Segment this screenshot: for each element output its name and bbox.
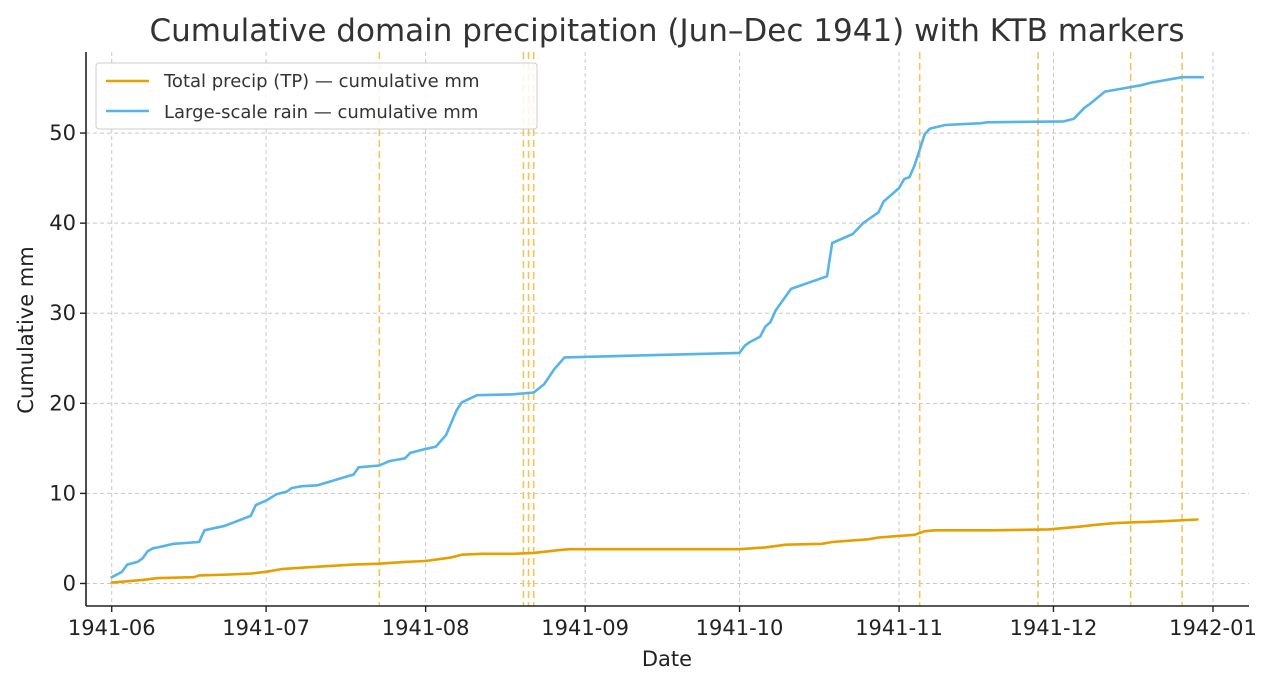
legend-box — [95, 62, 538, 130]
x-tick-label: 1941-09 — [541, 616, 629, 640]
ktb-markers — [378, 52, 1183, 606]
y-tick-label: 40 — [49, 211, 76, 235]
x-tick-label: 1941-06 — [68, 616, 156, 640]
x-tick-label: 1941-07 — [222, 616, 310, 640]
x-axis-label: Date — [642, 647, 692, 671]
series-line-large-scale-rain — [110, 75, 1204, 579]
grid-lines — [86, 52, 1249, 606]
series-line-tp — [110, 518, 1199, 584]
chart-title: Cumulative domain precipitation (Jun–Dec… — [150, 13, 1185, 49]
y-tick-label: 0 — [63, 571, 76, 595]
y-tick-label: 10 — [49, 481, 76, 505]
x-tick-label: 1941-10 — [696, 616, 784, 640]
x-tick-label: 1941-12 — [1010, 616, 1098, 640]
x-tick-label: 1942-01 — [1169, 616, 1257, 640]
y-tick-label: 30 — [49, 301, 76, 325]
series-lines — [110, 75, 1204, 584]
plot-area: 1941-06 1941-07 1941-08 1941-09 1941-10 1941-… — [49, 52, 1257, 640]
y-ticks: 0 10 20 30 40 50 — [49, 121, 86, 595]
x-ticks: 1941-06 1941-07 1941-08 1941-09 1941-10 1941-… — [68, 606, 1257, 640]
x-tick-label: 1941-11 — [855, 616, 943, 640]
axes — [85, 52, 1249, 607]
y-axis-label: Cumulative mm — [14, 246, 38, 413]
legend: Total precip (TP) — cumulative mm Large-… — [95, 62, 538, 130]
legend-label-large-scale-rain: Large-scale rain — cumulative mm — [164, 102, 478, 123]
y-tick-label: 50 — [49, 121, 76, 145]
legend-label-tp: Total precip (TP) — cumulative mm — [163, 71, 480, 92]
x-tick-label: 1941-08 — [382, 616, 470, 640]
y-tick-label: 20 — [49, 391, 76, 415]
